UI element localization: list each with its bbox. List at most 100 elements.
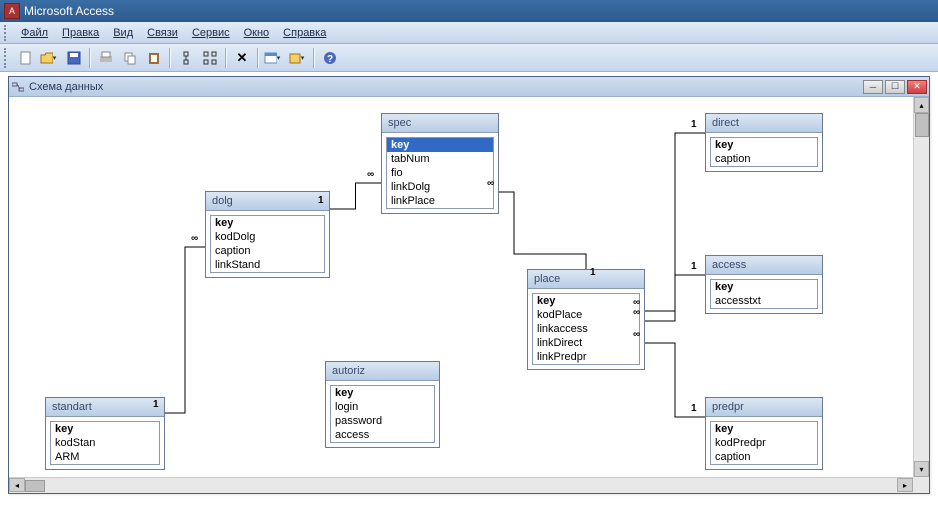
cardinality-label: 1	[691, 119, 697, 130]
mdi-title: Схема данных	[29, 81, 103, 93]
help-button[interactable]: ?	[319, 47, 341, 69]
app-icon: A	[4, 3, 20, 19]
field-caption[interactable]: caption	[711, 450, 817, 464]
field-access[interactable]: access	[331, 428, 434, 442]
scroll-left-arrow[interactable]: ◂	[9, 478, 25, 492]
field-login[interactable]: login	[331, 400, 434, 414]
horizontal-scrollbar[interactable]: ◂ ▸	[9, 477, 913, 493]
delete-button[interactable]: ✕	[231, 47, 253, 69]
field-linkDirect[interactable]: linkDirect	[533, 336, 639, 350]
svg-text:?: ?	[327, 54, 333, 65]
window-button[interactable]: ▾	[263, 47, 285, 69]
table-access[interactable]: access keyaccesstxt	[705, 255, 823, 314]
db-button[interactable]: ▾	[287, 47, 309, 69]
scroll-down-arrow[interactable]: ▾	[914, 461, 929, 477]
new-button[interactable]	[15, 47, 37, 69]
close-button[interactable]: ✕	[907, 80, 927, 94]
scroll-right-arrow[interactable]: ▸	[897, 478, 913, 492]
toolbar-sep-4	[257, 48, 259, 68]
workspace: Схема данных ─ ☐ ✕ standartkeykodStanARM…	[0, 72, 938, 516]
field-key[interactable]: key	[711, 138, 817, 152]
menu-tools[interactable]: Сервис	[185, 25, 237, 41]
field-key[interactable]: key	[387, 138, 493, 152]
field-key[interactable]: key	[211, 216, 324, 230]
menu-file[interactable]: Файл	[14, 25, 55, 41]
table-fields: keycaption	[710, 137, 818, 167]
scroll-up-arrow[interactable]: ▴	[914, 97, 929, 113]
field-key[interactable]: key	[711, 280, 817, 294]
cardinality-label: ∞	[191, 233, 198, 244]
field-tabNum[interactable]: tabNum	[387, 152, 493, 166]
vscroll-thumb[interactable]	[915, 113, 929, 137]
menubar: Файл Правка Вид Связи Сервис Окно Справк…	[0, 22, 938, 44]
table-autoriz[interactable]: autoriz keyloginpasswordaccess	[325, 361, 440, 448]
save-button[interactable]	[63, 47, 85, 69]
field-accesstxt[interactable]: accesstxt	[711, 294, 817, 308]
field-linkDolg[interactable]: linkDolg	[387, 180, 493, 194]
table-fields: keykodStanARM	[50, 421, 160, 465]
table-fields: keyloginpasswordaccess	[330, 385, 435, 443]
copy-button[interactable]	[119, 47, 141, 69]
table-header[interactable]: direct	[706, 114, 822, 133]
cardinality-label: 1	[691, 261, 697, 272]
table-header[interactable]: place	[528, 270, 644, 289]
minimize-button[interactable]: ─	[863, 80, 883, 94]
table-header[interactable]: predpr	[706, 398, 822, 417]
show-table-button[interactable]	[175, 47, 197, 69]
menubar-grip	[4, 25, 10, 41]
cardinality-label: 1	[153, 399, 159, 410]
mdi-titlebar[interactable]: Схема данных ─ ☐ ✕	[9, 77, 929, 97]
field-password[interactable]: password	[331, 414, 434, 428]
field-fio[interactable]: fio	[387, 166, 493, 180]
table-standart[interactable]: standart keykodStanARM	[45, 397, 165, 470]
table-spec[interactable]: spec keytabNumfiolinkDolglinkPlace	[381, 113, 499, 214]
open-button[interactable]: ▾	[39, 47, 61, 69]
field-kodStan[interactable]: kodStan	[51, 436, 159, 450]
field-key[interactable]: key	[331, 386, 434, 400]
print-button[interactable]	[95, 47, 117, 69]
table-header[interactable]: dolg	[206, 192, 329, 211]
table-place[interactable]: place keykodPlacelinkaccesslinkDirectlink…	[527, 269, 645, 370]
menu-view[interactable]: Вид	[106, 25, 140, 41]
toolbar-sep-2	[169, 48, 171, 68]
table-direct[interactable]: direct keycaption	[705, 113, 823, 172]
cardinality-label: ∞	[633, 329, 640, 340]
table-header[interactable]: autoriz	[326, 362, 439, 381]
field-ARM[interactable]: ARM	[51, 450, 159, 464]
cardinality-label: ∞	[633, 297, 640, 308]
table-fields: keykodPlacelinkaccesslinkDirectlinkPredp…	[532, 293, 640, 365]
field-kodPlace[interactable]: kodPlace	[533, 308, 639, 322]
hscroll-thumb[interactable]	[25, 480, 45, 492]
table-header[interactable]: standart	[46, 398, 164, 417]
field-caption[interactable]: caption	[711, 152, 817, 166]
field-key[interactable]: key	[533, 294, 639, 308]
diagram-canvas[interactable]: standartkeykodStanARMdolgkeykodDolgcapti…	[9, 97, 929, 493]
field-linkPredpr[interactable]: linkPredpr	[533, 350, 639, 364]
table-dolg[interactable]: dolg keykodDolgcaptionlinkStand	[205, 191, 330, 278]
field-linkStand[interactable]: linkStand	[211, 258, 324, 272]
menu-window[interactable]: Окно	[237, 25, 277, 41]
paste-button[interactable]	[143, 47, 165, 69]
relationships-window: Схема данных ─ ☐ ✕ standartkeykodStanARM…	[8, 76, 930, 494]
toolbar: ▾ ✕ ▾ ▾ ?	[0, 44, 938, 72]
cardinality-label: 1	[691, 403, 697, 414]
table-predpr[interactable]: predpr keykodPredprcaption	[705, 397, 823, 470]
field-kodPredpr[interactable]: kodPredpr	[711, 436, 817, 450]
field-linkaccess[interactable]: linkaccess	[533, 322, 639, 336]
table-fields: keyaccesstxt	[710, 279, 818, 309]
field-key[interactable]: key	[51, 422, 159, 436]
field-kodDolg[interactable]: kodDolg	[211, 230, 324, 244]
table-fields: keykodPredprcaption	[710, 421, 818, 465]
toolbar-sep-1	[89, 48, 91, 68]
vertical-scrollbar[interactable]: ▴ ▾	[913, 97, 929, 477]
menu-relations[interactable]: Связи	[140, 25, 185, 41]
menu-edit[interactable]: Правка	[55, 25, 106, 41]
table-header[interactable]: spec	[382, 114, 498, 133]
field-key[interactable]: key	[711, 422, 817, 436]
field-caption[interactable]: caption	[211, 244, 324, 258]
table-header[interactable]: access	[706, 256, 822, 275]
field-linkPlace[interactable]: linkPlace	[387, 194, 493, 208]
maximize-button[interactable]: ☐	[885, 80, 905, 94]
menu-help[interactable]: Справка	[276, 25, 333, 41]
show-all-button[interactable]	[199, 47, 221, 69]
